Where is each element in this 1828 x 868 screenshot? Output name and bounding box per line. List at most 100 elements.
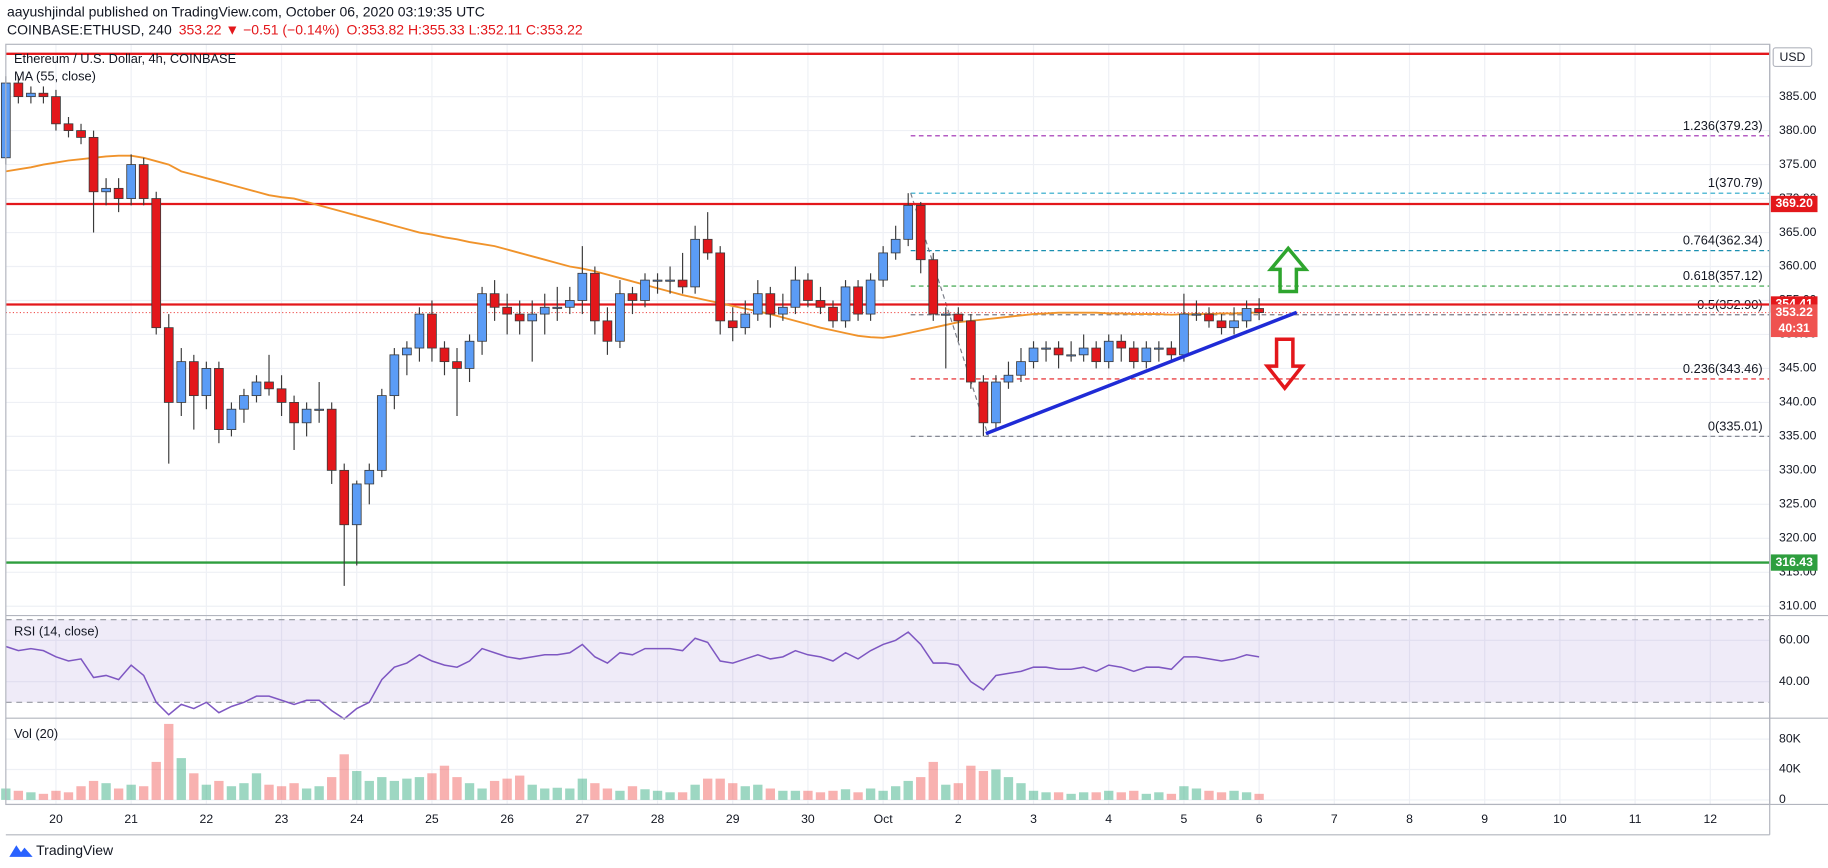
candle-body <box>564 300 575 308</box>
volume-bar <box>314 786 324 800</box>
volume-bar <box>1141 793 1151 800</box>
candle-body <box>1128 347 1139 363</box>
y-tick-label: 0 <box>1779 792 1786 806</box>
volume-bar <box>301 788 312 800</box>
x-tick-label: 22 <box>200 812 214 826</box>
volume-bar <box>226 786 237 800</box>
volume-bar <box>1028 790 1039 800</box>
symbol: COINBASE:ETHUSD, 240 <box>7 21 172 37</box>
candle-body <box>803 279 813 301</box>
volume-bar <box>1204 790 1214 800</box>
volume-bar <box>352 771 362 800</box>
volume-bar <box>502 778 512 800</box>
fib-label: 0.618(357.12) <box>1683 268 1763 283</box>
candle-body <box>63 123 74 132</box>
fib-label: 0(335.01) <box>1708 418 1763 433</box>
candle-body <box>577 272 588 301</box>
brand: TradingView <box>36 842 114 858</box>
volume-bar <box>715 778 725 800</box>
volume-bar <box>840 789 851 800</box>
volume-bar <box>728 783 738 800</box>
x-tick-label: 5 <box>1181 812 1188 826</box>
ma-label: MA (55, close) <box>14 68 96 83</box>
price-tag <box>1770 304 1818 338</box>
x-tick-label: 9 <box>1481 812 1488 826</box>
volume-bar <box>865 788 876 800</box>
x-tick-label: 8 <box>1406 812 1413 826</box>
candle-body <box>690 238 700 288</box>
candle-body <box>51 96 61 125</box>
volume-bar <box>540 788 550 800</box>
volume-bar <box>26 792 36 800</box>
volume-bar <box>677 792 688 800</box>
candle-body <box>1166 347 1177 356</box>
volume-bar <box>527 784 537 800</box>
candle-body <box>201 368 212 397</box>
candle-body <box>289 402 299 424</box>
x-tick-label: 25 <box>425 812 439 826</box>
rsi-label: RSI (14, close) <box>14 623 99 638</box>
candle-body <box>853 286 863 315</box>
volume-bar <box>703 778 713 800</box>
volume-bar <box>1216 792 1227 800</box>
candle-body <box>351 483 362 526</box>
volume-bar <box>214 780 224 800</box>
volume-bar <box>414 777 425 800</box>
currency-box <box>1772 47 1813 68</box>
volume-bar <box>652 790 663 800</box>
volume-bar <box>565 788 575 800</box>
volume-bar <box>815 792 826 800</box>
candle-body <box>790 279 801 308</box>
volume-bar <box>151 761 161 800</box>
candle-body <box>402 347 412 356</box>
volume-bar <box>126 784 136 800</box>
candle-body <box>652 279 663 282</box>
volume-bar <box>828 790 838 800</box>
candle-body <box>991 381 1001 424</box>
price-tag-label: 353.22 <box>1775 305 1813 319</box>
y-tick-label: 40.00 <box>1779 674 1810 688</box>
candle-body <box>590 272 600 322</box>
candle-body <box>151 198 162 329</box>
volume-bar <box>176 758 186 800</box>
candle-body <box>326 408 337 471</box>
volume-bar <box>452 777 462 800</box>
ma-line <box>5 154 1260 339</box>
candle-body <box>1041 347 1051 350</box>
volume-bar <box>201 784 212 800</box>
x-tick-label: 24 <box>350 812 364 826</box>
candle-body <box>101 187 111 193</box>
price-tag <box>1770 195 1818 213</box>
candle-body <box>715 252 726 322</box>
volume-bar <box>464 783 475 800</box>
volume-bar <box>765 788 775 800</box>
candle-body <box>314 408 324 411</box>
y-tick-label: 340.00 <box>1779 395 1817 409</box>
candle-body <box>627 293 638 301</box>
chart-title: Ethereum / U.S. Dollar, 4h, COINBASE <box>14 51 236 66</box>
candle-body <box>615 293 625 342</box>
x-tick-label: 29 <box>726 812 740 826</box>
ohlc: O:353.82 H:355.33 L:352.11 C:353.22 <box>347 21 583 37</box>
price-tag-label: 316.43 <box>1775 555 1813 569</box>
price-change: 353.22 ▼ −0.51 (−0.14%) <box>179 21 340 37</box>
volume-bar <box>38 793 49 800</box>
candle-body <box>1003 374 1014 383</box>
candle-body <box>88 136 99 193</box>
y-tick-label: 380.00 <box>1779 123 1817 137</box>
candle-body <box>878 252 888 281</box>
volume-bar <box>1091 792 1101 800</box>
candle-body <box>113 187 124 199</box>
y-tick-label: 385.00 <box>1779 89 1817 103</box>
candle-body <box>439 347 450 363</box>
candle-body <box>301 408 312 424</box>
volume-bar <box>778 790 788 800</box>
up-arrow <box>1267 245 1310 294</box>
volume-bar <box>439 765 450 800</box>
volume-bar <box>477 788 487 800</box>
candle-body <box>1028 347 1039 363</box>
volume-bar <box>891 786 901 800</box>
price-tag <box>1770 554 1818 571</box>
volume-bar <box>640 789 650 800</box>
